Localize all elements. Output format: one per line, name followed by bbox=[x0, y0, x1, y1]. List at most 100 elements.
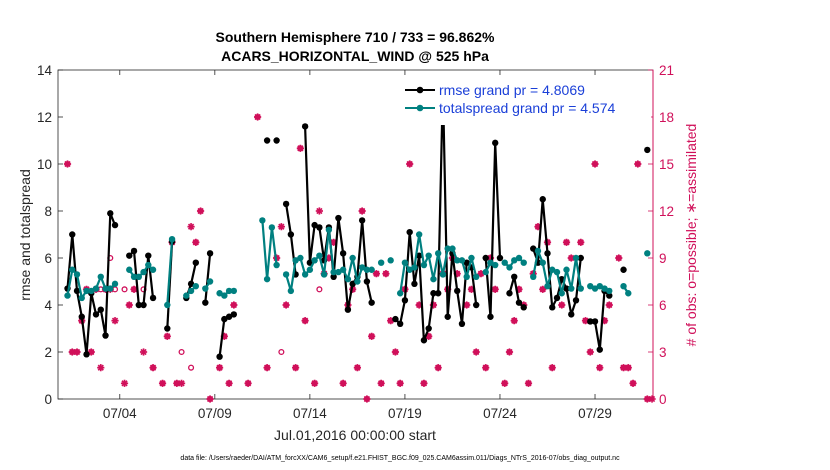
totalspread-point bbox=[168, 236, 176, 243]
obs-assimilated-marker bbox=[363, 395, 371, 403]
line-series bbox=[64, 83, 651, 360]
rmse-point bbox=[130, 247, 138, 255]
x-tick-label: 07/09 bbox=[198, 406, 232, 421]
obs-assimilated-marker bbox=[420, 379, 428, 387]
rmse-point bbox=[539, 196, 546, 203]
totalspread-point bbox=[316, 252, 323, 259]
rmse-point bbox=[473, 301, 480, 309]
y-axis-left: 0 2 4 6 8 10 12 14 bbox=[37, 63, 63, 407]
totalspread-point bbox=[511, 257, 518, 264]
y-right-tick-label: 3 bbox=[659, 345, 667, 360]
totalspread-point bbox=[520, 259, 527, 266]
rmse-point bbox=[596, 346, 603, 353]
obs-assimilated-marker bbox=[510, 317, 518, 325]
x-axis: 07/04 07/09 07/14 07/19 07/24 07/29 bbox=[103, 70, 612, 421]
rmse-point bbox=[282, 200, 290, 208]
totalspread-point bbox=[553, 268, 561, 276]
obs-assimilated-marker bbox=[491, 285, 499, 293]
obs-assimilated-marker bbox=[225, 379, 233, 387]
rmse-point bbox=[392, 315, 399, 323]
totalspread-point bbox=[354, 278, 361, 285]
totalspread-point bbox=[102, 285, 109, 292]
totalspread-point bbox=[468, 254, 475, 262]
legend-rmse-marker bbox=[416, 86, 424, 94]
totalspread-line bbox=[166, 239, 174, 306]
totalspread-point bbox=[449, 245, 456, 252]
rmse-point bbox=[644, 146, 651, 154]
totalspread-point bbox=[563, 266, 570, 273]
rmse-point bbox=[577, 254, 584, 262]
totalspread-point bbox=[515, 254, 523, 262]
totalspread-point bbox=[130, 273, 138, 280]
obs-assimilated-marker bbox=[282, 301, 290, 309]
obs-assimilated-marker bbox=[192, 238, 200, 246]
totalspread-point bbox=[273, 261, 280, 269]
rmse-point bbox=[92, 311, 100, 318]
rmse-point bbox=[225, 313, 233, 320]
y-tick-label: 14 bbox=[37, 63, 53, 78]
totalspread-point bbox=[221, 292, 228, 299]
obs-assimilated-marker bbox=[97, 364, 105, 372]
totalspread-point bbox=[544, 283, 551, 290]
totalspread-point bbox=[126, 266, 133, 273]
obs-assimilated-marker bbox=[558, 301, 566, 309]
totalspread-point bbox=[549, 266, 556, 273]
rmse-point bbox=[620, 266, 627, 273]
totalspread-point bbox=[577, 285, 584, 292]
rmse-point bbox=[492, 139, 499, 147]
totalspread-point bbox=[411, 264, 418, 271]
y-tick-label: 10 bbox=[37, 157, 52, 172]
obs-assimilated-marker bbox=[467, 285, 476, 293]
x-axis-label: Jul.01,2016 00:00:00 start bbox=[274, 427, 436, 443]
rmse-point bbox=[530, 245, 537, 252]
rmse-point bbox=[126, 252, 133, 259]
totalspread-point bbox=[88, 287, 95, 295]
rmse-point bbox=[301, 123, 309, 130]
obs-assimilated-marker bbox=[472, 348, 480, 356]
rmse-point bbox=[458, 320, 466, 327]
totalspread-point bbox=[415, 231, 423, 238]
totalspread-point bbox=[501, 259, 508, 266]
rmse-point bbox=[430, 290, 437, 297]
totalspread-point bbox=[558, 290, 565, 297]
totalspread-point bbox=[349, 254, 356, 262]
obs-assimilated-marker bbox=[296, 144, 304, 152]
totalspread-point bbox=[591, 285, 599, 292]
totalspread-point bbox=[97, 273, 104, 280]
rmse-line bbox=[508, 275, 525, 309]
rmse-point bbox=[216, 353, 223, 360]
totalspread-point bbox=[358, 264, 366, 271]
rmse-point bbox=[206, 250, 214, 257]
rmse-point bbox=[425, 325, 432, 332]
totalspread-point bbox=[216, 290, 223, 297]
totalspread-point bbox=[420, 261, 428, 269]
obs-assimilated-marker bbox=[353, 364, 362, 372]
totalspread-point bbox=[225, 287, 233, 295]
obs-assimilated-marker bbox=[524, 379, 533, 387]
rmse-point bbox=[230, 311, 238, 318]
y-right-tick-label: 21 bbox=[659, 63, 674, 78]
totalspread-point bbox=[92, 285, 100, 292]
totalspread-point bbox=[330, 268, 337, 276]
totalspread-point bbox=[458, 257, 466, 264]
totalspread-point bbox=[335, 268, 342, 276]
totalspread-point bbox=[377, 259, 385, 266]
totalspread-point bbox=[487, 259, 494, 266]
rmse-point bbox=[316, 224, 323, 231]
obs-assimilated-marker bbox=[482, 364, 490, 372]
chart-title-line1: Southern Hemisphere 710 / 733 = 96.862% bbox=[216, 29, 496, 45]
totalspread-point bbox=[325, 226, 333, 233]
y-tick-label: 8 bbox=[44, 204, 52, 219]
obs-assimilated-marker bbox=[315, 207, 323, 215]
rmse-point bbox=[221, 315, 228, 323]
rmse-point bbox=[83, 351, 90, 358]
rmse-point bbox=[145, 252, 152, 259]
totalspread-point bbox=[140, 268, 147, 276]
obs-assimilated-marker bbox=[215, 364, 224, 372]
rmse-point bbox=[396, 320, 404, 327]
totalspread-point bbox=[339, 266, 347, 273]
rmse-point bbox=[444, 313, 451, 320]
y-right-tick-label: 18 bbox=[659, 110, 674, 125]
obs-assimilated-marker bbox=[377, 379, 385, 387]
rmse-point bbox=[339, 250, 347, 257]
